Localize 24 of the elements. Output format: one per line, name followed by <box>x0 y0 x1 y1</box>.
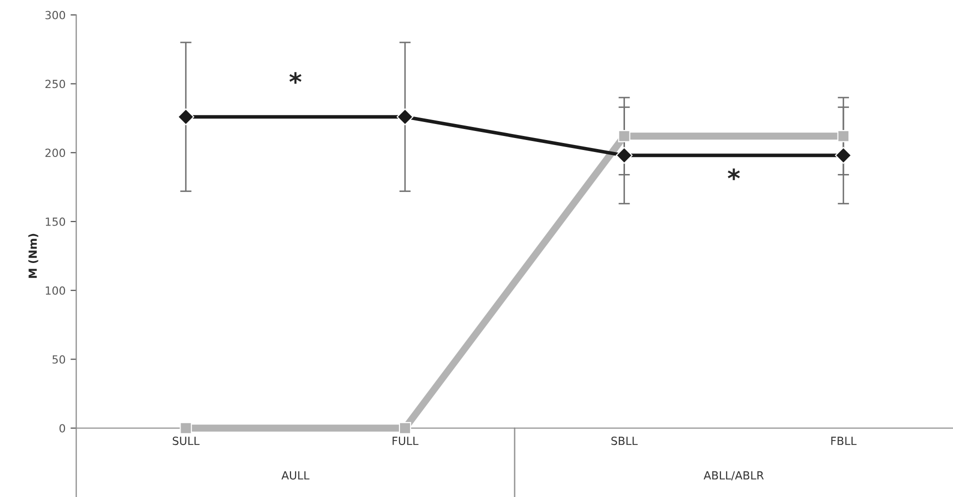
y-tick-label: 150 <box>46 217 66 226</box>
point <box>835 147 852 164</box>
x-tick-label: FBLL <box>831 436 857 445</box>
y-tick-label: 100 <box>46 286 66 295</box>
annotation: * <box>289 72 302 84</box>
point <box>398 422 412 434</box>
point <box>177 108 194 126</box>
point <box>180 422 192 434</box>
annotation: AULL <box>281 471 310 480</box>
annotation: ABLL/ABLR <box>704 471 764 480</box>
point <box>396 108 414 126</box>
point <box>837 130 850 142</box>
y-tick-label: 250 <box>45 80 66 88</box>
y-tick-label: 200 <box>45 148 66 158</box>
point <box>618 130 630 142</box>
y-axis-title: M (Nm) <box>28 234 38 278</box>
x-tick-label: SULL <box>172 436 200 446</box>
x-tick-label: SBLL <box>611 436 638 446</box>
y-tick-label: 50 <box>52 355 66 364</box>
x-tick-label: FULL <box>392 436 418 446</box>
y-tick-label: 300 <box>45 10 66 20</box>
point <box>616 147 633 164</box>
y-tick-label: 0 <box>59 424 66 433</box>
annotation: * <box>728 168 740 180</box>
